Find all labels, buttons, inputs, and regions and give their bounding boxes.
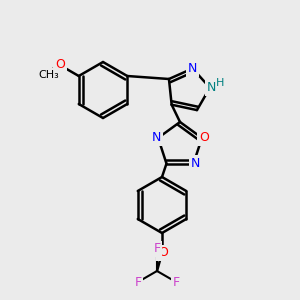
Text: N: N bbox=[207, 81, 217, 94]
Text: O: O bbox=[199, 131, 209, 144]
Text: N: N bbox=[188, 62, 197, 75]
Text: O: O bbox=[55, 58, 64, 71]
Text: CH₃: CH₃ bbox=[38, 70, 59, 80]
Text: O: O bbox=[158, 247, 168, 260]
Text: F: F bbox=[153, 242, 161, 256]
Text: N: N bbox=[191, 157, 200, 170]
Text: F: F bbox=[172, 275, 180, 289]
Text: F: F bbox=[134, 275, 142, 289]
Text: N: N bbox=[152, 131, 161, 144]
Text: H: H bbox=[216, 78, 224, 88]
